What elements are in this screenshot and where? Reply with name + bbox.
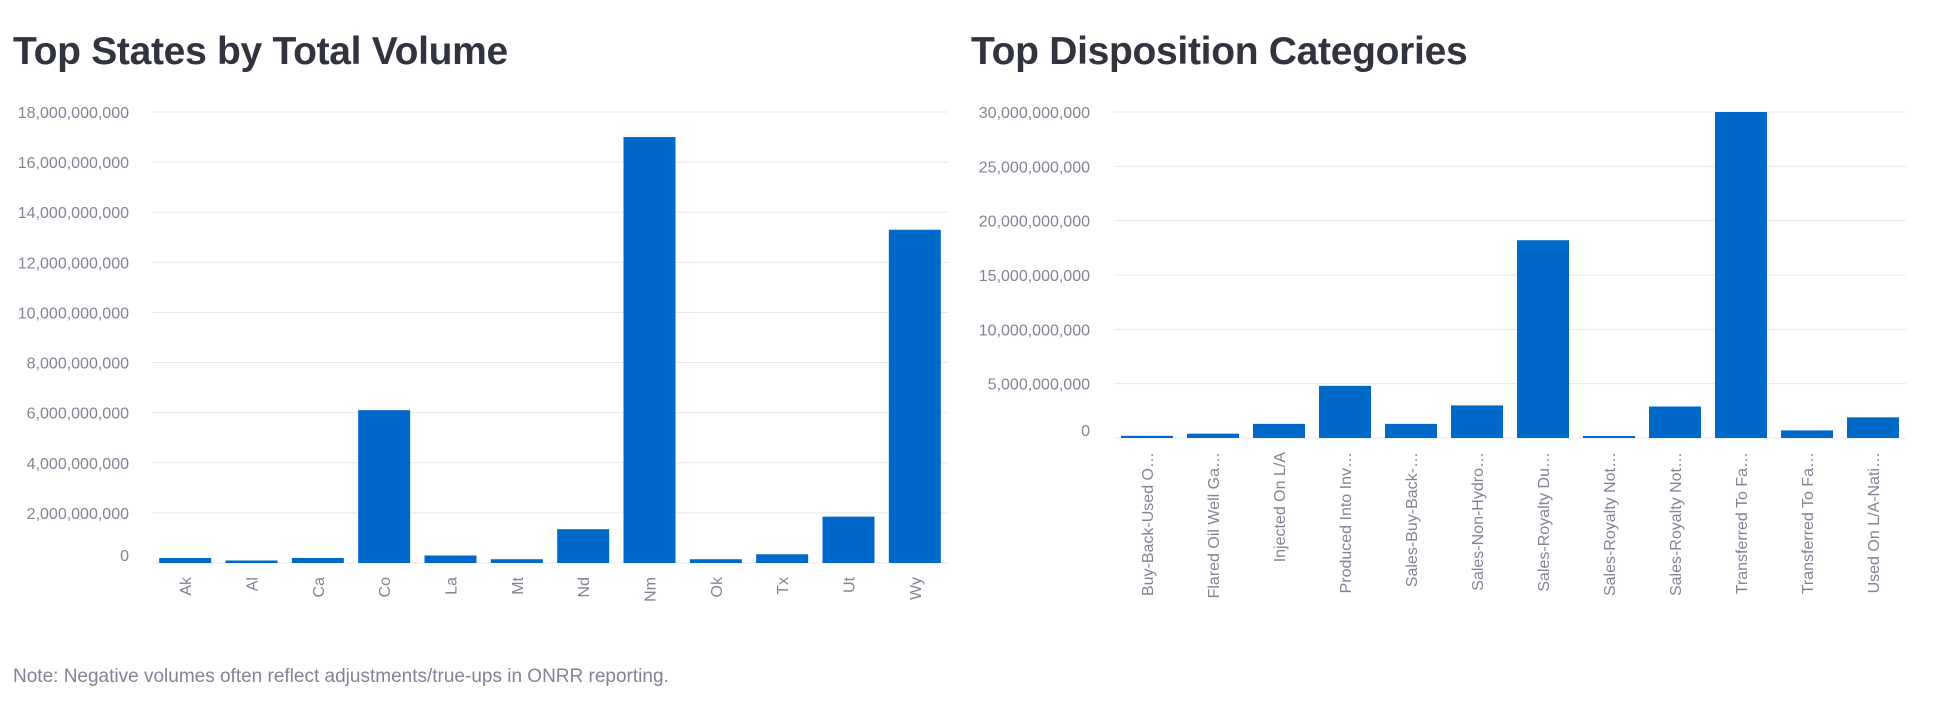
x-tick-label: Mt bbox=[510, 576, 527, 594]
x-tick-label: Wy bbox=[908, 577, 925, 600]
bar[interactable] bbox=[1121, 435, 1173, 438]
bar[interactable] bbox=[1319, 385, 1371, 438]
x-tick-label: Sales-Royalty Not… bbox=[1602, 452, 1619, 596]
x-tick-label: La bbox=[444, 577, 461, 595]
x-tick-label: Transferred To Fa… bbox=[1734, 452, 1751, 594]
y-tick-label: 8,000,000,000 bbox=[27, 356, 129, 373]
x-tick-label: Flared Oil Well Ga… bbox=[1206, 452, 1223, 598]
x-tick-label: Ut bbox=[842, 576, 859, 593]
bar[interactable] bbox=[225, 560, 278, 563]
x-tick-label: Ak bbox=[178, 576, 195, 596]
bar[interactable] bbox=[1187, 433, 1239, 438]
y-tick-label: 25,000,000,000 bbox=[979, 159, 1090, 176]
x-tick-label: Tx bbox=[775, 577, 792, 595]
bar[interactable] bbox=[1583, 436, 1635, 438]
bar[interactable] bbox=[822, 516, 875, 563]
x-tick-label: Sales-Royalty Du… bbox=[1536, 452, 1553, 592]
chart-2-title: Top Disposition Categories bbox=[971, 30, 1468, 73]
y-tick-label: 2,000,000,000 bbox=[27, 506, 129, 523]
bar[interactable] bbox=[1451, 405, 1503, 438]
y-tick-label: 20,000,000,000 bbox=[979, 214, 1090, 231]
bar[interactable] bbox=[1781, 430, 1833, 438]
x-tick-label: Used On L/A-Nati… bbox=[1866, 452, 1883, 593]
y-tick-label: 18,000,000,000 bbox=[18, 105, 129, 122]
bar[interactable] bbox=[1253, 423, 1305, 438]
bar[interactable] bbox=[623, 137, 676, 564]
bar[interactable] bbox=[557, 529, 610, 563]
bar[interactable] bbox=[1649, 406, 1701, 438]
y-tick-label: 6,000,000,000 bbox=[27, 406, 129, 423]
x-tick-label: Co bbox=[377, 577, 394, 598]
bar[interactable] bbox=[1715, 112, 1767, 438]
bar[interactable] bbox=[1385, 423, 1437, 438]
x-tick-label: Buy-Back-Used O… bbox=[1140, 452, 1157, 596]
x-tick-label: Transferred To Fa… bbox=[1800, 452, 1817, 594]
y-tick-label: 10,000,000,000 bbox=[979, 322, 1090, 339]
bar[interactable] bbox=[291, 557, 344, 563]
bar[interactable] bbox=[756, 554, 809, 563]
x-tick-label: Sales-Royalty Not… bbox=[1668, 452, 1685, 596]
bar[interactable] bbox=[689, 559, 742, 563]
x-tick-label: Ca bbox=[311, 577, 328, 598]
y-tick-label: 15,000,000,000 bbox=[979, 268, 1090, 285]
y-tick-label: 14,000,000,000 bbox=[18, 205, 129, 222]
x-tick-label: Sales-Buy-Back-… bbox=[1404, 452, 1421, 587]
x-tick-label: Sales-Non-Hydro… bbox=[1470, 452, 1487, 591]
footnote: Note: Negative volumes often reflect adj… bbox=[13, 666, 669, 687]
bar[interactable] bbox=[358, 410, 411, 563]
bar[interactable] bbox=[490, 559, 543, 563]
bar[interactable] bbox=[424, 555, 477, 563]
y-tick-label: 10,000,000,000 bbox=[18, 305, 129, 322]
y-tick-label: 12,000,000,000 bbox=[18, 255, 129, 272]
disposition-categories-chart: 0 5,000,000,000 10,000,000,000 15,000,000,0… bbox=[979, 105, 1906, 598]
x-tick-label: Ok bbox=[709, 576, 726, 597]
bar[interactable] bbox=[1847, 417, 1899, 438]
y-tick-label: 4,000,000,000 bbox=[27, 456, 129, 473]
bar[interactable] bbox=[1517, 240, 1569, 438]
bar[interactable] bbox=[159, 557, 212, 563]
x-tick-label: Injected On L/A bbox=[1272, 452, 1289, 563]
x-tick-label: Al bbox=[245, 577, 262, 591]
y-tick-label: 16,000,000,000 bbox=[18, 155, 129, 172]
x-tick-label: Nd bbox=[576, 577, 593, 597]
x-tick-label: Nm bbox=[643, 577, 660, 602]
y-tick-label: 30,000,000,000 bbox=[979, 105, 1090, 122]
y-tick-label: 0 bbox=[1081, 423, 1090, 440]
x-tick-label: Produced Into Inv… bbox=[1338, 452, 1355, 593]
states-volume-chart: 0 2,000,000,000 4,000,000,000 6,000,000,000… bbox=[18, 105, 948, 602]
y-tick-label: 5,000,000,000 bbox=[988, 377, 1090, 394]
chart-1-title: Top States by Total Volume bbox=[13, 30, 508, 73]
bar[interactable] bbox=[888, 229, 941, 563]
y-tick-label: 0 bbox=[120, 548, 129, 565]
